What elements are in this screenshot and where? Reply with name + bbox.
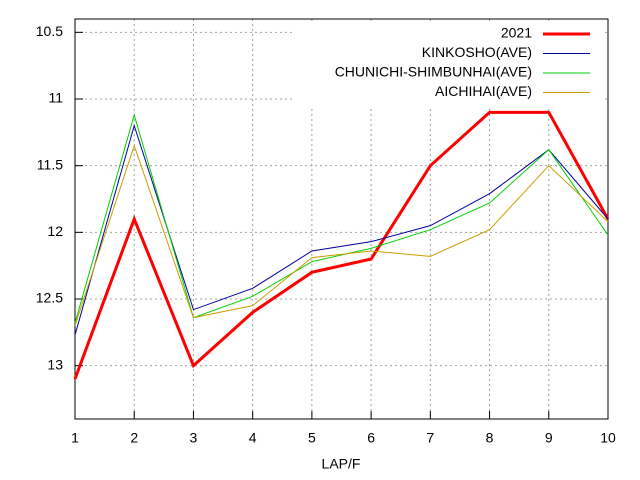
x-axis-label: LAP/F <box>322 456 361 472</box>
legend-label: AICHIHAI(AVE) <box>435 83 532 99</box>
legend-label: 2021 <box>501 25 532 41</box>
legend-label: KINKOSHO(AVE) <box>422 44 532 60</box>
legend-label: CHUNICHI-SHIMBUNHAI(AVE) <box>335 64 532 80</box>
y-tick-label: 12.5 <box>36 290 63 306</box>
x-tick-label: 8 <box>486 430 494 446</box>
series-line <box>74 144 609 326</box>
y-tick-label: 11.5 <box>37 156 63 172</box>
x-tick-label: 2 <box>130 430 138 446</box>
x-tick-label: 10 <box>600 430 616 446</box>
x-tick-label: 5 <box>308 430 316 446</box>
series-line <box>74 113 609 324</box>
x-tick-label: 6 <box>367 430 375 446</box>
y-tick-label: 12 <box>47 223 63 239</box>
series-line <box>74 123 609 336</box>
y-tick-label: 11 <box>48 90 63 106</box>
x-tick-label: 9 <box>545 430 553 446</box>
y-tick-label: 13 <box>47 356 63 372</box>
series-line <box>73 110 610 380</box>
x-tick-label: 4 <box>249 430 257 446</box>
x-tick-label: 7 <box>426 430 434 446</box>
y-tick-label: 10.5 <box>36 23 63 39</box>
x-tick-label: 1 <box>71 430 79 446</box>
x-tick-label: 3 <box>190 430 198 446</box>
